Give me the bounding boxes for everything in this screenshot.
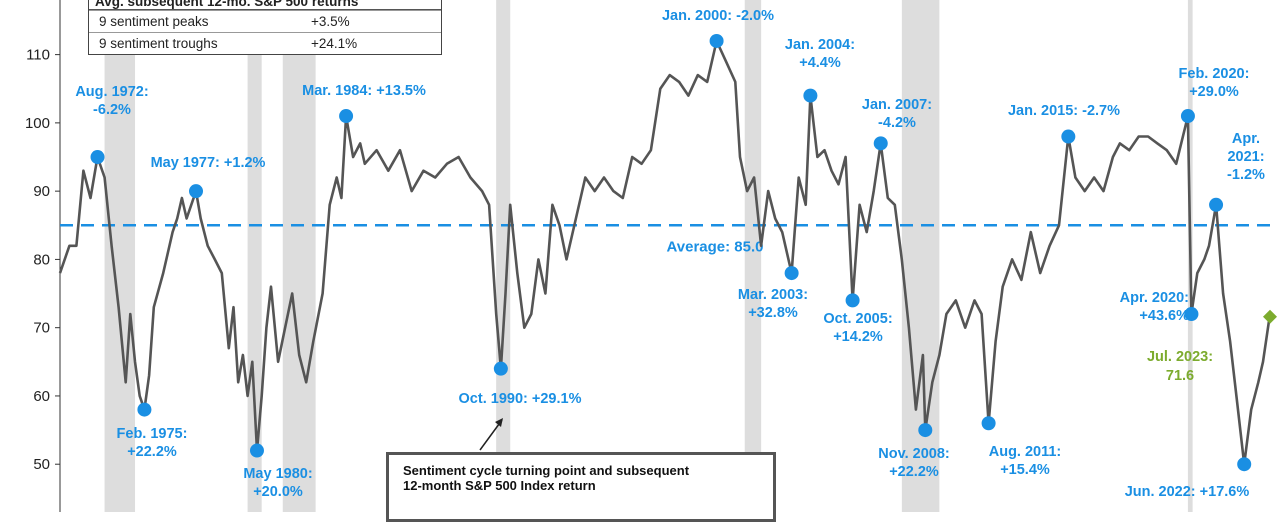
y-tick-label: 50 (33, 456, 50, 473)
y-tick-label: 110 (26, 47, 50, 64)
y-axis-ticks: 50 60 70 80 90 100 110 (25, 47, 60, 473)
latest-reading: Jul. 2023: 71.6 (1147, 309, 1277, 384)
summary-row-label: 9 sentiment troughs (99, 36, 218, 51)
peak-marker (1180, 109, 1195, 124)
latest-marker (1263, 309, 1277, 324)
summary-row-peaks: 9 sentiment peaks +3.5% (89, 10, 441, 32)
y-tick-label: 70 (33, 320, 50, 337)
trough-annotation: Mar. 2003: +32.8% (738, 287, 808, 321)
peak-annotation: Jan. 2000: -2.0% (662, 8, 774, 24)
peak-annotation: Jan. 2015: -2.7% (1008, 103, 1120, 119)
peak-marker (189, 184, 204, 199)
trough-annotation: Feb. 1975: +22.2% (117, 426, 188, 460)
peak-annotation: May 1977: +1.2% (151, 155, 266, 171)
peak-annotation: Apr. 2021: -1.2% (1227, 131, 1265, 183)
recession-band (247, 0, 262, 512)
summary-row-label: 9 sentiment peaks (99, 14, 209, 29)
summary-table-header: Avg. subsequent 12-mo. S&P 500 returns (89, 0, 441, 10)
trough-annotation: Jun. 2022: +17.6% (1125, 484, 1250, 500)
recession-band (282, 0, 316, 512)
trough-annotation: Oct. 1990: +29.1% (459, 391, 582, 407)
recession-band (496, 0, 511, 512)
summary-row-value: +3.5% (311, 14, 350, 29)
y-tick-label: 80 (33, 251, 50, 268)
peak-marker (90, 150, 105, 165)
trough-annotation: May 1980: +20.0% (243, 466, 312, 500)
y-tick-label: 60 (33, 388, 50, 405)
peak-annotation: Mar. 1984: +13.5% (302, 83, 426, 99)
trough-marker (493, 361, 508, 376)
peak-annotation: Feb. 2020: +29.0% (1179, 66, 1250, 100)
peak-annotation: Jan. 2004: +4.4% (785, 37, 855, 71)
peak-marker (1061, 129, 1076, 144)
legend-pointer-arrowhead (495, 418, 503, 427)
summary-table: Avg. subsequent 12-mo. S&P 500 returns 9… (88, 0, 442, 55)
trough-marker (784, 266, 799, 281)
sentiment-series-line (58, 39, 1272, 466)
trough-marker (981, 416, 996, 431)
y-tick-label: 100 (25, 115, 50, 132)
legend-line-1: Sentiment cycle turning point and subseq… (403, 463, 690, 478)
summary-row-value: +24.1% (311, 36, 358, 51)
peak-annotation: Aug. 1972: -6.2% (75, 84, 148, 118)
trough-annotation: Nov. 2008: +22.2% (878, 446, 949, 480)
peak-annotation: Jan. 2007: -4.2% (862, 97, 932, 131)
trough-annotation: Apr. 2020: +43.6% (1120, 290, 1189, 324)
peak-marker (873, 136, 888, 151)
turning-point-annotations: Aug. 1972: -6.2% Feb. 1975: +22.2% May 1977:… (75, 8, 1265, 500)
trough-marker (137, 402, 152, 417)
legend-pointer-arrow (479, 419, 503, 451)
peak-marker (339, 109, 354, 124)
latest-annotation: Jul. 2023: 71.6 (1147, 349, 1213, 384)
peak-marker (803, 88, 818, 103)
trough-marker (249, 443, 264, 458)
trough-marker (918, 423, 933, 438)
peak-marker (1209, 197, 1224, 212)
recession-band (104, 0, 136, 512)
trough-marker (1237, 457, 1252, 472)
average-label: Average: 85.0 (666, 238, 763, 255)
recession-bands (104, 0, 1193, 512)
trough-annotation: Aug. 2011: +15.4% (989, 444, 1062, 478)
summary-row-troughs: 9 sentiment troughs +24.1% (89, 32, 441, 54)
trough-annotation: Oct. 2005: +14.2% (823, 311, 892, 345)
turning-point-markers (90, 33, 1252, 472)
trough-marker (845, 293, 860, 308)
trough-marker (1184, 307, 1199, 322)
recession-band (744, 0, 762, 512)
peak-marker (709, 33, 724, 48)
legend-line-2: 12-month S&P 500 Index return (403, 478, 596, 493)
y-tick-label: 90 (33, 183, 50, 200)
